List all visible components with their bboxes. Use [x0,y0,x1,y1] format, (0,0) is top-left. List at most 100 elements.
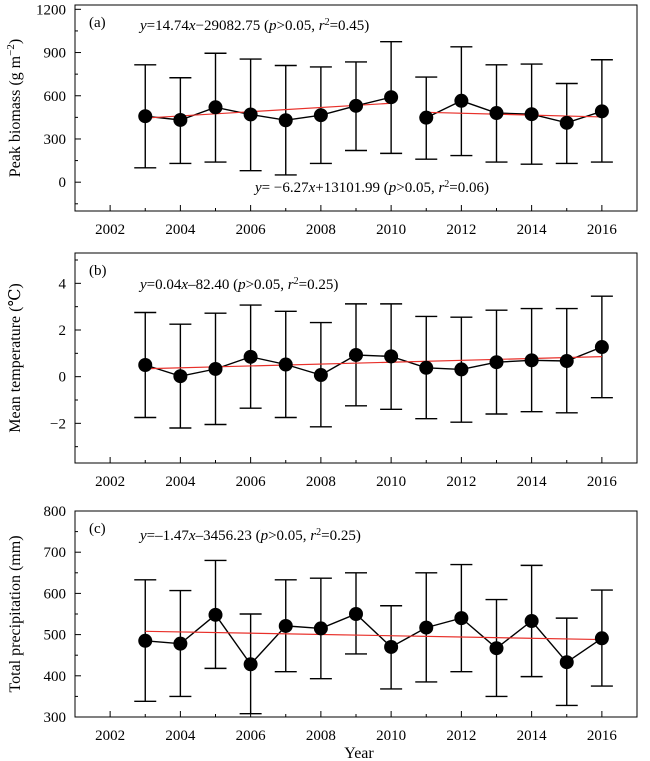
data-point [278,113,293,128]
data-point [524,614,539,629]
panel-label: (c) [89,521,106,537]
y-axis-title: Total precipitation (mm) [7,535,24,692]
data-point [278,618,293,633]
data-point [594,104,609,119]
data-point [349,347,363,362]
data-point [524,353,539,368]
x-tick-label: 2002 [95,474,125,490]
panel-label: (b) [89,263,107,279]
data-point [138,109,153,124]
x-tick-label: 2016 [587,728,618,744]
y-axis-title: Peak biomass (g m−2) [5,39,24,177]
data-point [138,358,153,372]
data-point [594,631,609,646]
data-line [145,613,603,666]
y-tick-label: 600 [44,89,67,105]
regression-equation: y=0.04x–82.40 (p>0.05, r2=0.25) [138,276,338,294]
y-tick-label: 500 [44,628,67,644]
data-point [278,357,293,372]
y-tick-label: 900 [44,46,67,62]
data-point [489,641,504,656]
y-tick-label: 300 [44,132,67,148]
regression-equation: y=–1.47x–3456.23 (p>0.05, r2=0.25) [138,527,361,545]
x-tick-label: 2014 [517,222,548,238]
x-tick-label: 2006 [236,728,267,744]
data-point [173,112,188,127]
data-point [419,360,434,375]
panel-b-mean-temperature: −2 0 2 4 2002 2004 2006 2008 2010 2012 2014 2016 Mea… [7,252,638,490]
data-point [594,340,609,355]
x-tick-label: 2012 [446,728,476,744]
x-tick-label: 2008 [306,474,336,490]
data-point [243,349,258,364]
x-tick-label: 2010 [376,474,406,490]
data-point [454,93,469,108]
data-point [489,106,504,121]
data-point [384,90,399,105]
y-tick-label: 4 [59,276,67,292]
x-tick-label: 2016 [587,222,618,238]
x-tick-label: 2012 [446,474,476,490]
data-point [559,354,574,369]
data-point [454,362,469,377]
data-point [208,100,223,115]
y-tick-label: 400 [44,669,67,685]
regression-equation: y= −6.27x+13101.99 (p>0.05, r2=0.06) [253,179,489,197]
x-tick-label: 2016 [587,474,618,490]
trend-line [145,630,602,641]
x-tick-label: 2006 [236,474,267,490]
data-point [173,636,188,651]
x-tick-label: 2010 [376,728,406,744]
data-point [243,107,258,122]
data-point [243,657,258,672]
y-tick-label: −2 [50,416,66,432]
x-tick-label: 2006 [236,222,267,238]
panel-a-peak-biomass: 0 300 600 900 1200 2002 2004 2006 2008 2010 2012 20… [5,2,638,238]
y-tick-label: 700 [44,545,67,561]
data-point [419,110,434,125]
data-point [384,639,399,654]
data-line [425,100,603,124]
x-tick-label: 2002 [95,728,125,744]
panel-c-total-precipitation: 300 400 500 600 700 800 2002 2004 2006 2008 2010 20… [7,504,638,744]
regression-equation: y=14.74x−29082.75 (p>0.05, r2=0.45) [138,17,369,35]
y-tick-label: 1200 [36,2,66,18]
trend-line [426,111,602,118]
data-point [454,611,469,626]
data-point [524,107,539,122]
panel-label: (a) [89,15,106,31]
x-axis-title: Year [344,745,374,761]
data-point [313,108,328,123]
x-tick-label: 2014 [517,474,548,490]
data-point [349,607,363,621]
y-tick-label: 2 [59,323,67,339]
data-point [489,355,504,370]
data-point [313,368,328,383]
x-tick-label: 2010 [376,222,406,238]
y-tick-label: 600 [44,586,67,602]
data-point [559,115,574,130]
x-tick-label: 2004 [165,728,196,744]
y-tick-label: 800 [44,504,67,520]
x-tick-label: 2012 [446,222,476,238]
y-tick-label: 300 [44,710,67,726]
x-tick-label: 2002 [95,222,125,238]
x-tick-label: 2004 [165,222,196,238]
data-point [138,633,153,648]
x-tick-label: 2008 [306,728,336,744]
x-tick-label: 2014 [517,728,548,744]
data-point [208,607,223,622]
x-tick-label: 2004 [165,474,196,490]
y-axis-title: Mean temperature (℃) [7,283,24,432]
data-point [559,655,574,670]
data-point [384,349,399,364]
data-point [313,621,328,636]
data-point [349,98,363,113]
y-tick-label: 0 [59,370,67,386]
data-point [173,369,188,384]
data-point [208,361,223,376]
data-point [419,620,434,635]
x-tick-label: 2008 [306,222,336,238]
y-tick-label: 0 [59,175,67,191]
